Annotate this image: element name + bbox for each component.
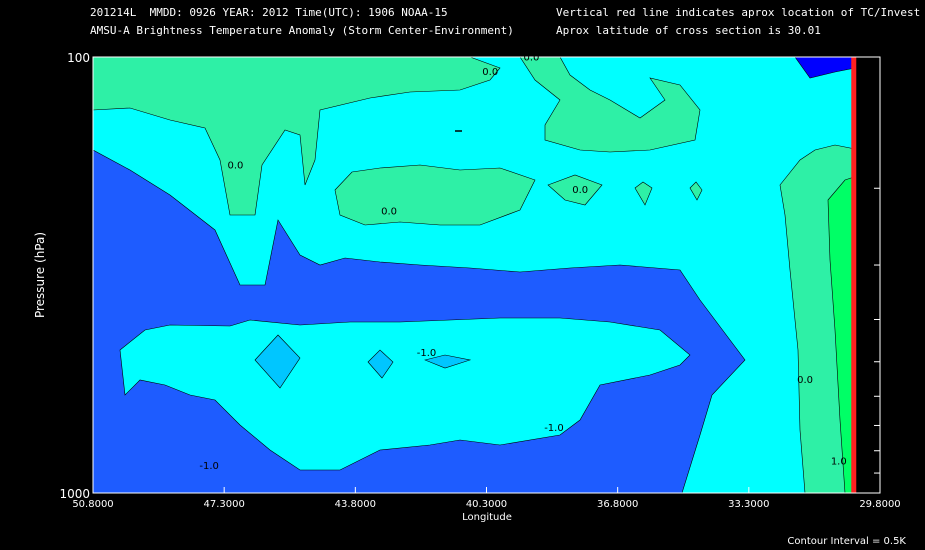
contour-label: 0.0 bbox=[482, 67, 498, 78]
contour-fill-0-0-island-3 bbox=[689, 181, 703, 201]
contour-fill-minus-1-5-pocket-3 bbox=[424, 354, 472, 369]
x-tick-label: 33.3000 bbox=[728, 499, 769, 510]
header-latitude-note: Aprox latitude of cross section is 30.01 bbox=[556, 24, 821, 37]
y-tick-label: 1000 bbox=[59, 487, 90, 501]
contour-fill-0-0-upper-right bbox=[519, 57, 701, 153]
contour-fill-minus-1-5-corner bbox=[794, 57, 856, 79]
contour-label: 0.0 bbox=[524, 53, 540, 64]
contour-label: 0.0 bbox=[381, 207, 397, 218]
header-title-line: AMSU-A Brightness Temperature Anomaly (S… bbox=[90, 24, 514, 37]
x-tick-label: 29.8000 bbox=[859, 499, 900, 510]
contour-fill-0-0-island-2 bbox=[634, 181, 653, 206]
contour-label: -1.0 bbox=[417, 348, 437, 359]
plot-right-blank-strip bbox=[855, 57, 880, 493]
x-axis: 50.8000 47.3000 43.8000 40.3000 36.8000 33.30… bbox=[72, 487, 901, 510]
x-tick-label: 47.3000 bbox=[203, 499, 244, 510]
header-product-line: 201214L MMDD: 0926 YEAR: 2012 Time(UTC):… bbox=[90, 6, 448, 19]
contour-fill-minus-1-5-pocket-2 bbox=[367, 349, 394, 379]
x-tick-label: 50.8000 bbox=[72, 499, 113, 510]
contour-label: 0.0 bbox=[572, 185, 588, 196]
x-tick-label: 40.3000 bbox=[466, 499, 507, 510]
contour-fill-0-0-upper-left bbox=[93, 57, 501, 216]
y-tick-label: 100 bbox=[67, 51, 90, 65]
contour-interval-label: Contour Interval = 0.5K bbox=[787, 536, 906, 547]
contour-label: 0.0 bbox=[227, 160, 243, 171]
y-axis-label: Pressure (hPa) bbox=[33, 232, 47, 318]
x-axis-label: Longitude bbox=[462, 512, 512, 523]
x-tick-label: 43.8000 bbox=[335, 499, 376, 510]
contour-label: -1.0 bbox=[544, 423, 564, 434]
contour-fill-0-0-mid-band bbox=[334, 164, 536, 226]
contour-labels: 0.0 0.0 0.0 0.0 0.0 -1.0 -1.0 -1.0 0.0 1.0 bbox=[199, 53, 846, 472]
contour-label: 1.0 bbox=[831, 456, 847, 467]
contour-label: 0.0 bbox=[797, 375, 813, 386]
y-axis: 100 1000 bbox=[59, 51, 880, 501]
contour-fill-minus-1-5-pocket-1 bbox=[254, 334, 301, 389]
header-tc-line-note: Vertical red line indicates aprox locati… bbox=[556, 6, 921, 19]
x-tick-label: 36.8000 bbox=[597, 499, 638, 510]
contour-label: -1.0 bbox=[199, 461, 219, 472]
contour-fill-0-0-island-1 bbox=[547, 174, 603, 206]
